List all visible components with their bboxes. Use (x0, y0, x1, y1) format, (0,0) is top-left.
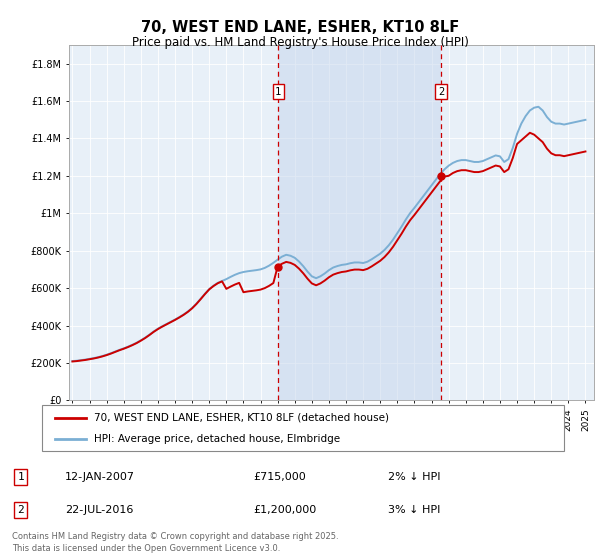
Text: 70, WEST END LANE, ESHER, KT10 8LF: 70, WEST END LANE, ESHER, KT10 8LF (141, 20, 459, 35)
Text: £1,200,000: £1,200,000 (253, 505, 316, 515)
Text: 22-JUL-2016: 22-JUL-2016 (65, 505, 133, 515)
FancyBboxPatch shape (42, 405, 564, 451)
Text: 2: 2 (438, 87, 444, 96)
Bar (278, 45, 441, 400)
Text: HPI: Average price, detached house, Elmbridge: HPI: Average price, detached house, Elmb… (94, 435, 340, 444)
Text: This data is licensed under the Open Government Licence v3.0.: This data is licensed under the Open Gov… (12, 544, 280, 553)
Text: Contains HM Land Registry data © Crown copyright and database right 2025.: Contains HM Land Registry data © Crown c… (12, 533, 338, 542)
Text: 3% ↓ HPI: 3% ↓ HPI (388, 505, 440, 515)
Text: 1: 1 (17, 472, 24, 482)
Text: Price paid vs. HM Land Registry's House Price Index (HPI): Price paid vs. HM Land Registry's House … (131, 36, 469, 49)
Text: 1: 1 (275, 87, 281, 96)
Text: £715,000: £715,000 (253, 472, 306, 482)
Text: 12-JAN-2007: 12-JAN-2007 (65, 472, 135, 482)
Text: 70, WEST END LANE, ESHER, KT10 8LF (detached house): 70, WEST END LANE, ESHER, KT10 8LF (deta… (94, 413, 389, 423)
Text: 2: 2 (17, 505, 24, 515)
Text: 2% ↓ HPI: 2% ↓ HPI (388, 472, 440, 482)
